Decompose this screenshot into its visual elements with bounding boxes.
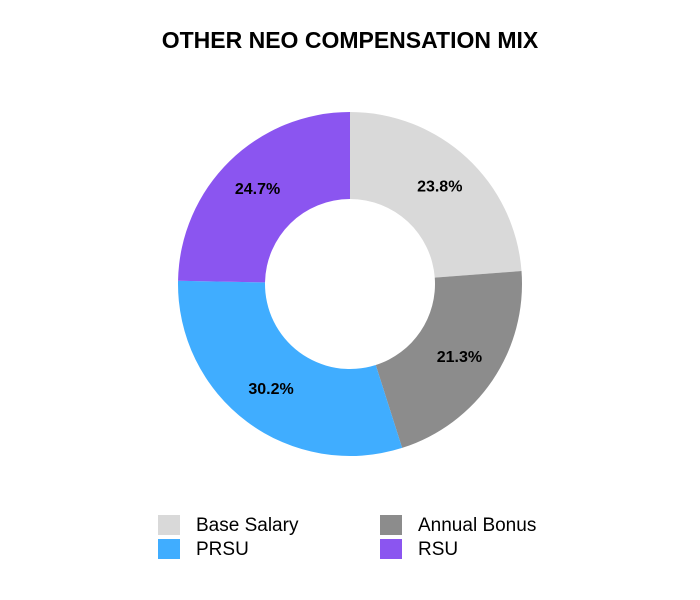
legend-label: PRSU	[196, 539, 249, 560]
chart-title: OTHER NEO COMPENSATION MIX	[162, 27, 539, 53]
slice	[375, 271, 523, 448]
legend-label: RSU	[418, 539, 458, 560]
value-label: 21.3%	[437, 349, 482, 366]
legend-label: Base Salary	[196, 515, 299, 536]
slice	[177, 280, 403, 456]
legend-swatch	[158, 539, 180, 559]
slice	[178, 112, 350, 283]
legend-swatch	[158, 515, 180, 535]
value-label: 24.7%	[235, 181, 280, 198]
value-label: 30.2%	[248, 381, 293, 398]
value-label: 23.8%	[417, 178, 462, 195]
slice	[350, 112, 522, 278]
legend-label: Annual Bonus	[418, 515, 536, 536]
legend-swatch	[380, 539, 402, 559]
legend-swatch	[380, 515, 402, 535]
